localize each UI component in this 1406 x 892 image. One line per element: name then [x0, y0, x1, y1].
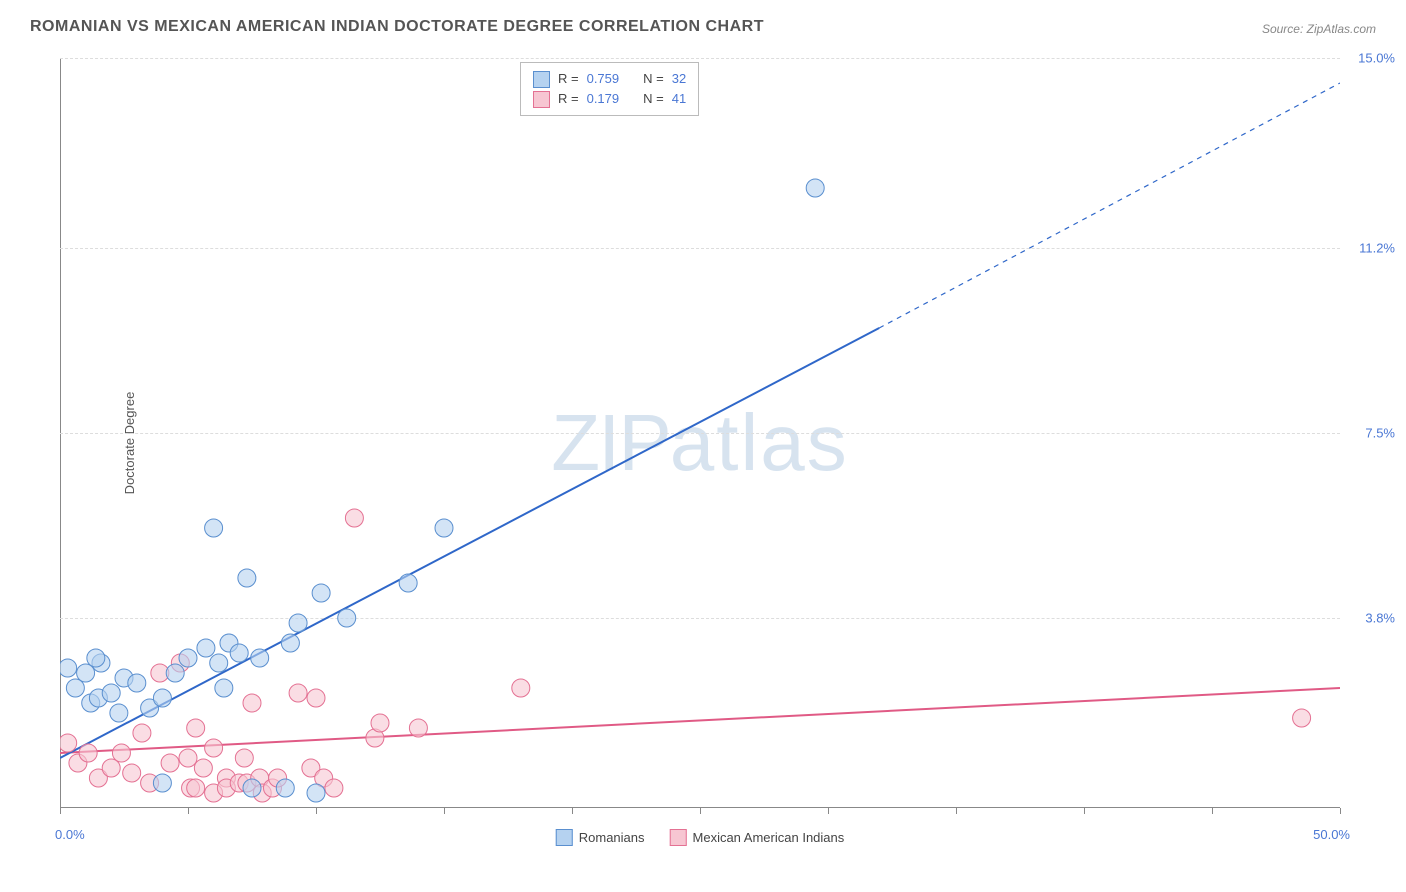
- correlation-legend: R = 0.759 N = 32 R = 0.179 N = 41: [520, 62, 699, 116]
- x-tick-label-min: 0.0%: [55, 827, 85, 842]
- series-legend-pink: Mexican American Indians: [670, 829, 845, 846]
- y-tick-label: 11.2%: [1345, 241, 1395, 256]
- chart-area: Doctorate Degree ZIPatlas R = 0.759 N = …: [60, 58, 1340, 828]
- y-tick-label: 15.0%: [1345, 51, 1395, 66]
- source-label: Source: ZipAtlas.com: [1262, 22, 1376, 36]
- y-tick-label: 3.8%: [1345, 611, 1395, 626]
- swatch-blue: [533, 71, 550, 88]
- series-legend-blue: Romanians: [556, 829, 645, 846]
- swatch-pink-icon: [670, 829, 687, 846]
- series-label: Mexican American Indians: [693, 830, 845, 845]
- series-label: Romanians: [579, 830, 645, 845]
- x-tick: [1340, 808, 1341, 814]
- y-tick-label: 7.5%: [1345, 426, 1395, 441]
- swatch-blue-icon: [556, 829, 573, 846]
- series-legend: Romanians Mexican American Indians: [556, 829, 845, 846]
- chart-title: ROMANIAN VS MEXICAN AMERICAN INDIAN DOCT…: [30, 18, 764, 36]
- legend-row-blue: R = 0.759 N = 32: [533, 69, 686, 89]
- plot-svg: [60, 58, 1340, 828]
- swatch-pink: [533, 91, 550, 108]
- legend-row-pink: R = 0.179 N = 41: [533, 89, 686, 109]
- x-tick-label-max: 50.0%: [1313, 827, 1350, 842]
